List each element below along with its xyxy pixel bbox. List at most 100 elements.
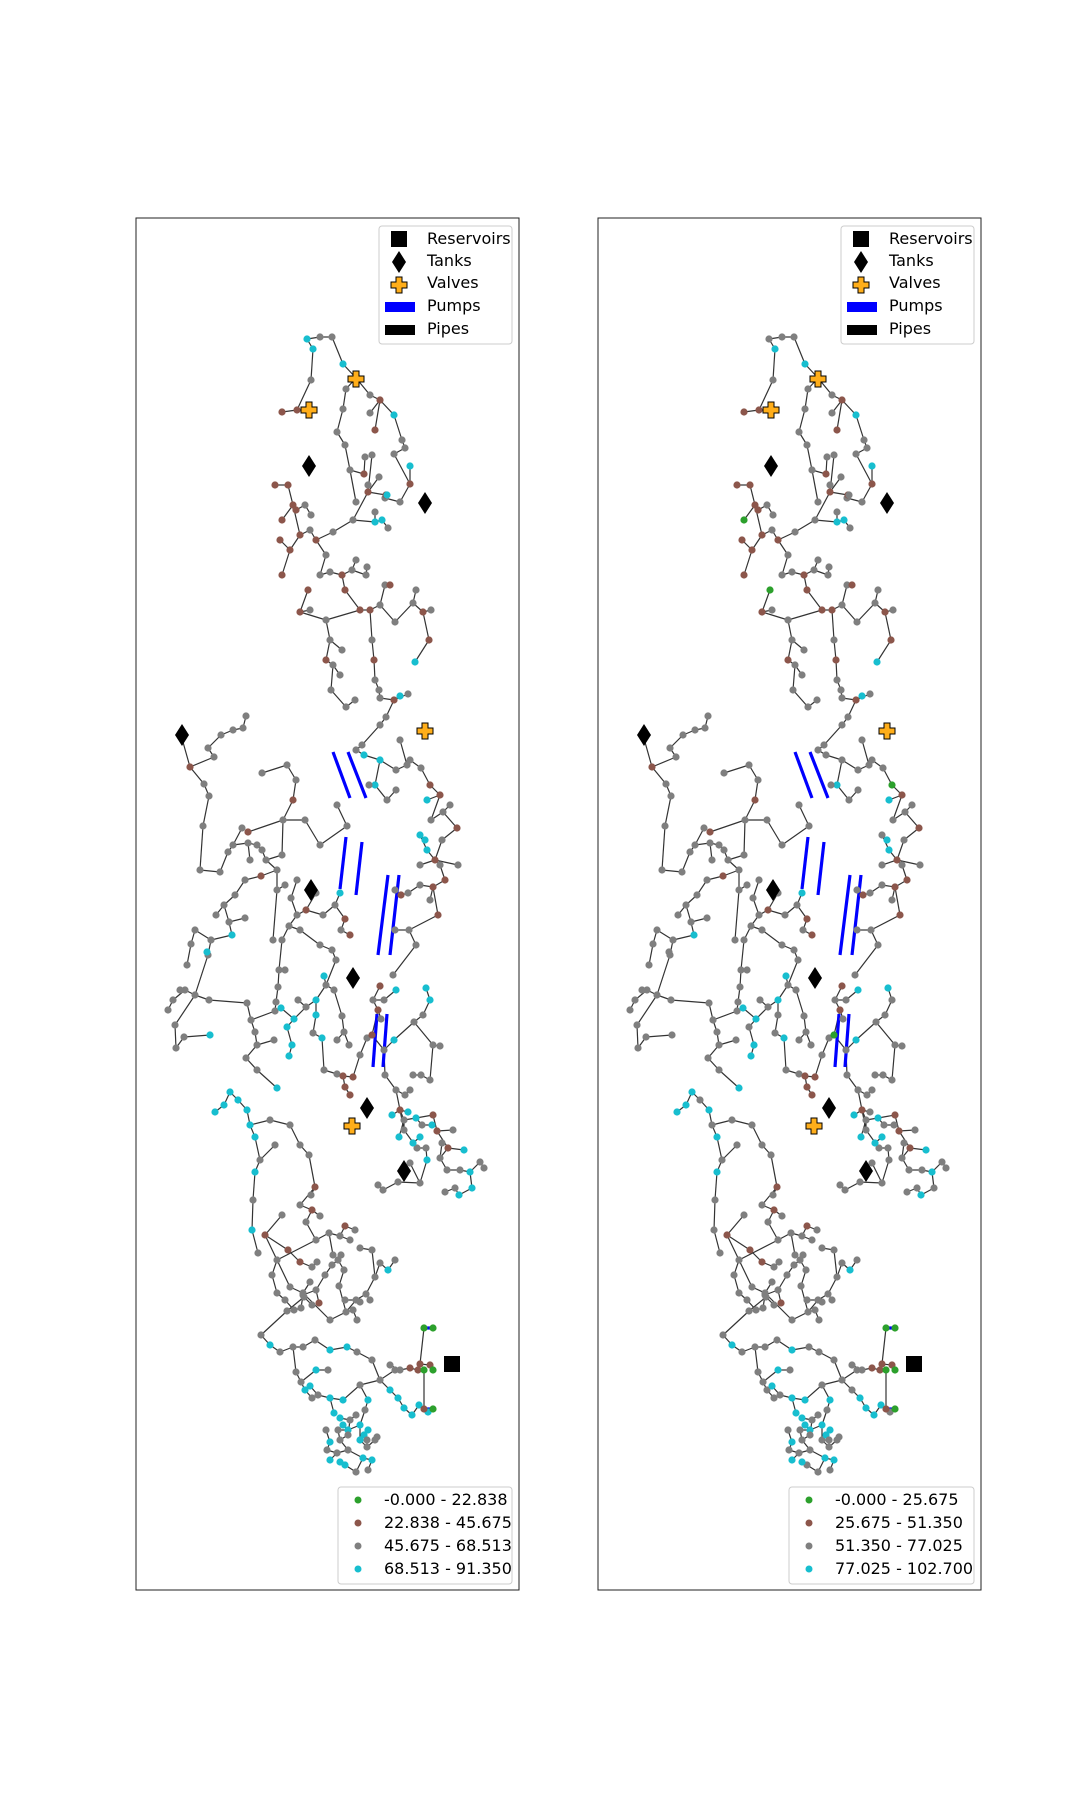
junction-node (758, 608, 766, 616)
junction-node (746, 1246, 754, 1254)
junction-node (743, 881, 751, 889)
junction-node (293, 876, 301, 884)
junction-node (333, 428, 341, 436)
junction-node (895, 1127, 903, 1135)
junction-node (859, 891, 867, 899)
junction-node (283, 1023, 291, 1031)
junction-node (682, 1101, 690, 1109)
junction-node (446, 801, 454, 809)
junction-node (733, 481, 741, 489)
junction-node (773, 1336, 781, 1344)
junction-node (333, 1070, 341, 1078)
pipe-link (751, 1124, 763, 1146)
junction-node (661, 822, 669, 830)
junction-node (412, 1114, 420, 1122)
junction-node (801, 1072, 809, 1080)
junction-node (441, 1188, 449, 1196)
junction-node (312, 1286, 320, 1294)
junction-node (285, 1052, 293, 1060)
pipe-link (250, 1010, 276, 1021)
junction-node (363, 1436, 371, 1444)
junction-node (734, 998, 742, 1006)
junction-node (321, 1271, 329, 1279)
junction-node (290, 1306, 298, 1314)
junction-node (391, 1366, 399, 1374)
junction-node (296, 926, 304, 934)
junction-node (766, 586, 774, 594)
junction-node (682, 901, 690, 909)
pipe-link (352, 491, 369, 521)
junction-node (390, 696, 398, 704)
reservoir-marker (444, 1356, 460, 1372)
junction-node (788, 568, 796, 576)
junction-node (416, 881, 424, 889)
junction-node (406, 462, 414, 470)
legend-reservoirs-label: Reservoirs (889, 229, 973, 248)
pipe-link (174, 1024, 177, 1049)
pipe-link (281, 549, 291, 576)
junction-node (798, 1436, 806, 1444)
pipe-link (645, 1034, 673, 1038)
junction-node (273, 1256, 281, 1264)
tank-icon (392, 251, 406, 273)
junction-node (257, 872, 265, 880)
right-element-legend: Reservoirs Tanks Valves Pumps Pipes (840, 225, 975, 345)
pipe-link (429, 1044, 434, 1081)
pipe-link (861, 739, 870, 766)
junction-node (391, 926, 399, 934)
junction-node (790, 333, 798, 341)
junction-node (806, 1431, 814, 1439)
right-junctions (626, 333, 950, 1476)
junction-node (792, 1409, 800, 1417)
junction-node (381, 581, 389, 589)
pipe-link (336, 804, 348, 827)
junction-node (171, 1021, 179, 1029)
junction-node (244, 839, 252, 847)
junction-node (417, 1071, 425, 1079)
junction-node (815, 1348, 823, 1356)
junction-node (891, 1041, 899, 1049)
junction-node (248, 1226, 256, 1234)
junction-node (800, 1012, 808, 1020)
junction-node (339, 1396, 347, 1404)
junction-node (374, 1006, 382, 1014)
pump-link (354, 841, 364, 896)
junction-node (781, 911, 789, 919)
junction-node (415, 1401, 423, 1409)
junction-node (690, 931, 698, 939)
junction-node (713, 1133, 721, 1141)
junction-node (843, 1071, 851, 1079)
pipe-link (636, 1024, 639, 1049)
junction-node (888, 996, 896, 1004)
junction-node (868, 480, 876, 488)
junction-node (320, 1066, 328, 1074)
junction-node (830, 636, 838, 644)
junction-node (774, 1366, 782, 1374)
junction-node (315, 1299, 323, 1307)
junction-node (863, 1091, 871, 1099)
junction-node (373, 1433, 381, 1441)
junction-node (460, 1146, 468, 1154)
junction-node (874, 941, 882, 949)
junction-node (720, 769, 728, 777)
junction-node (672, 753, 680, 761)
pipe-link (743, 819, 746, 856)
junction-node (444, 1144, 452, 1152)
junction-node (719, 872, 727, 880)
junction-node (877, 1401, 885, 1409)
junction-node (341, 1083, 349, 1091)
junction-node (818, 1051, 826, 1059)
junction-node (900, 836, 908, 844)
junction-node (808, 931, 816, 939)
junction-node (846, 1266, 854, 1274)
pipe-link (299, 1186, 316, 1206)
junction-node (422, 1144, 430, 1152)
junction-node (368, 1246, 376, 1254)
junction-node (293, 406, 301, 414)
junction-node (788, 1346, 796, 1354)
junction-node (408, 1411, 416, 1419)
valve-marker (343, 1117, 361, 1135)
junction-node (788, 1394, 796, 1402)
pipe-link (292, 1346, 297, 1373)
junction-node (649, 940, 657, 948)
